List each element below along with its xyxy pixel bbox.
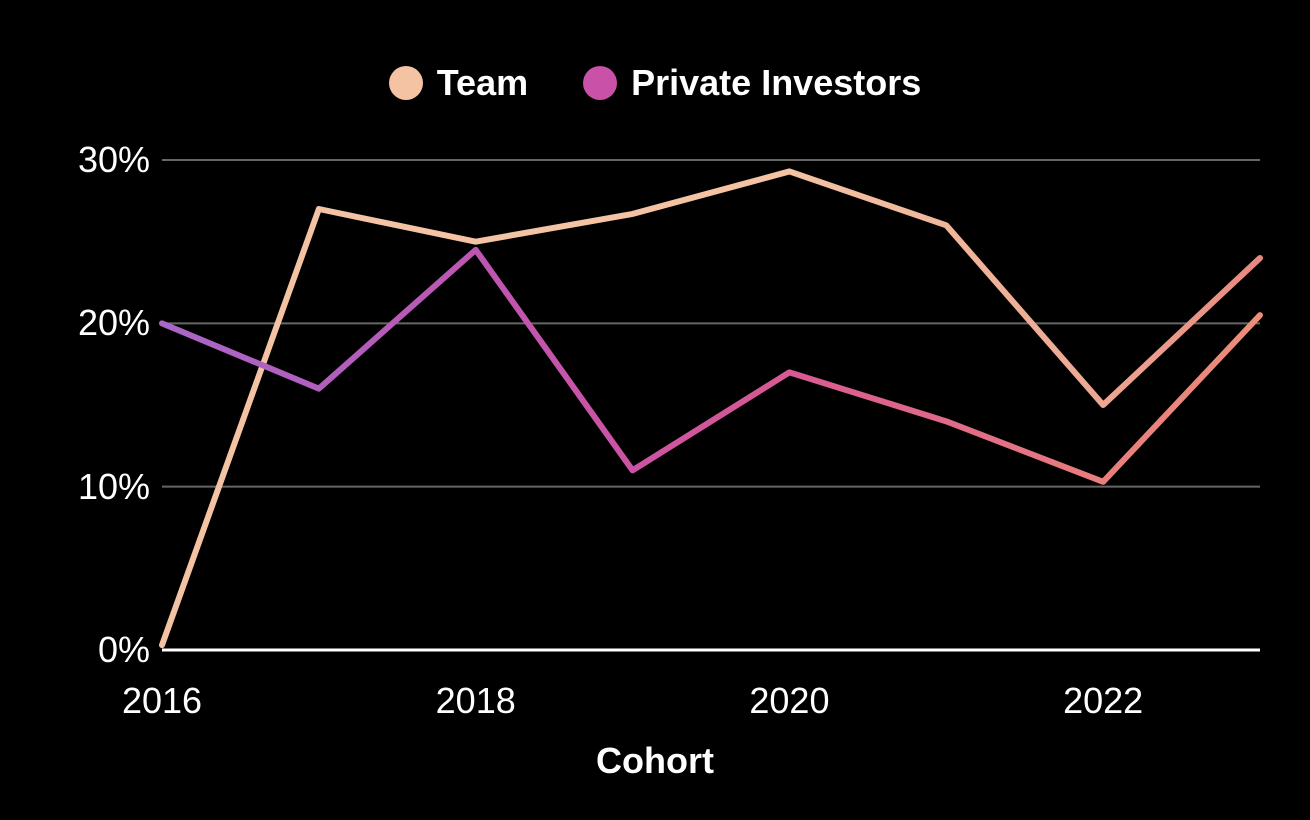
y-tick-label: 30% bbox=[78, 139, 150, 181]
y-tick-label: 10% bbox=[78, 466, 150, 508]
x-tick-label: 2022 bbox=[1063, 680, 1143, 722]
y-tick-label: 0% bbox=[98, 629, 150, 671]
x-tick-label: 2016 bbox=[122, 680, 202, 722]
y-tick-label: 20% bbox=[78, 302, 150, 344]
x-axis-label: Cohort bbox=[596, 740, 714, 782]
x-tick-label: 2020 bbox=[749, 680, 829, 722]
chart-container: Team Private Investors 0%10%20%30% 20162… bbox=[0, 0, 1310, 820]
series-line-private-investors bbox=[162, 250, 1260, 482]
series-line-team bbox=[162, 171, 1260, 645]
x-tick-label: 2018 bbox=[436, 680, 516, 722]
